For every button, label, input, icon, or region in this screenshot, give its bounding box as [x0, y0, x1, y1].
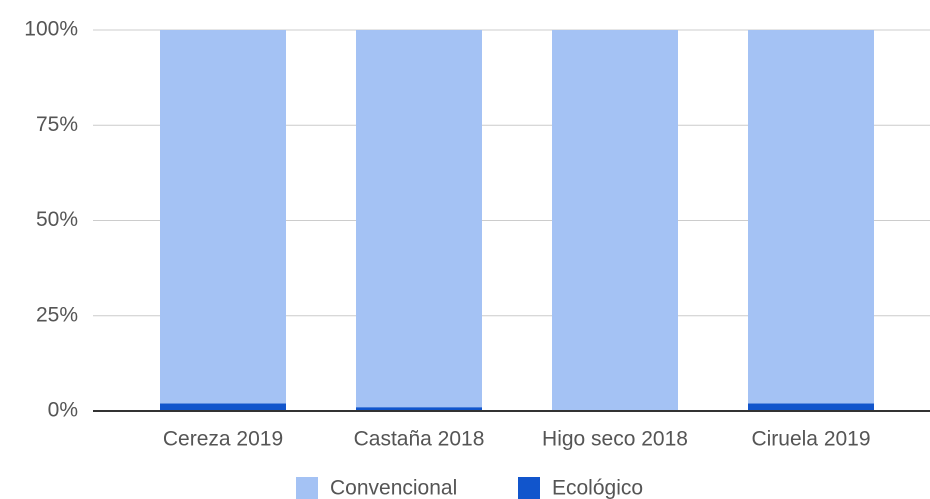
legend-swatch: [296, 477, 318, 499]
y-tick-label: 25%: [36, 303, 78, 326]
x-tick-label: Ciruela 2019: [751, 428, 870, 451]
legend-swatch: [518, 477, 540, 499]
x-tick-label: Cereza 2019: [163, 428, 283, 451]
bar-segment: [160, 30, 286, 404]
legend-label: Convencional: [330, 477, 457, 499]
x-tick-label: Higo seco 2018: [542, 428, 688, 451]
x-tick-label: Castaña 2018: [354, 428, 485, 451]
bar-segment: [748, 403, 874, 411]
bar-segment: [160, 403, 286, 411]
y-tick-label: 75%: [36, 113, 78, 136]
bar-segment: [552, 30, 678, 411]
y-tick-label: 0%: [48, 399, 78, 422]
bar-segment: [748, 30, 874, 404]
y-tick-label: 100%: [24, 18, 78, 41]
bar-segment: [356, 30, 482, 408]
y-tick-label: 50%: [36, 208, 78, 231]
bar-segment: [356, 407, 482, 411]
legend-label: Ecológico: [552, 477, 643, 499]
